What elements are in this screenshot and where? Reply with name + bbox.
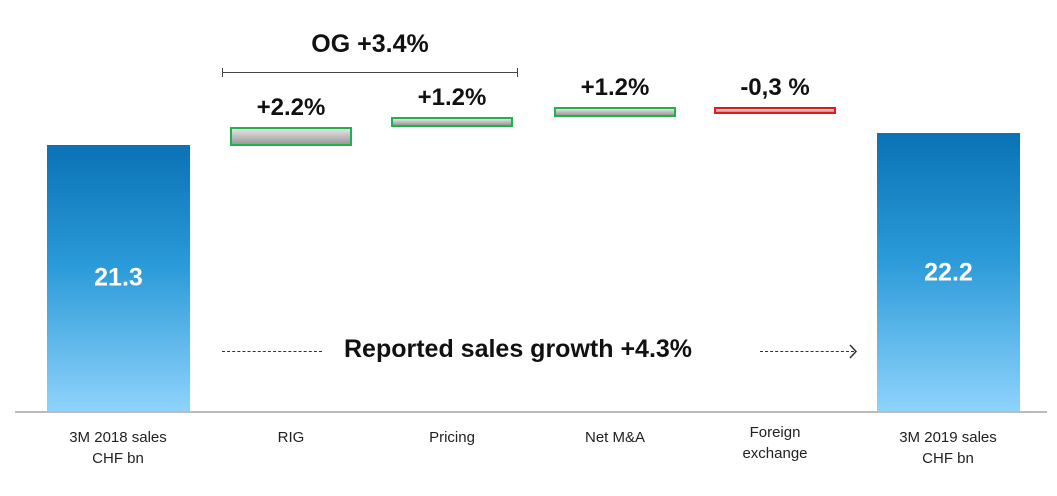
change-label: +1.2% <box>580 73 650 101</box>
category-label-line: Pricing <box>429 429 475 446</box>
total-value-label: 21.3 <box>94 263 143 292</box>
category-label: 3M 2018 sales CHF bn <box>38 427 198 469</box>
category-label: Pricing <box>372 427 532 448</box>
category-label-line: exchange <box>742 445 808 462</box>
total-value-label: 22.2 <box>924 258 973 287</box>
category-label-line: Net M&A <box>584 429 645 446</box>
total-bar-end: 22.2 <box>877 133 1020 412</box>
change-bar <box>230 127 352 146</box>
change-bar <box>554 106 676 117</box>
reported-growth-annotation: Reported sales growth +4.3% <box>222 333 862 369</box>
category-label-line: CHF bn <box>922 450 974 467</box>
category-label: 3M 2019 sales CHF bn <box>868 427 1028 469</box>
category-label-line: 3M 2019 sales <box>899 429 997 446</box>
change-label: -0,3 % <box>740 73 810 101</box>
total-bar-start: 21.3 <box>47 144 190 412</box>
change-bar <box>714 106 836 114</box>
og-annotation: OG +3.4% <box>311 30 429 58</box>
category-label-line: CHF bn <box>92 450 144 467</box>
category-label: Foreign exchange <box>695 422 855 464</box>
change-label: +2.2% <box>256 94 326 121</box>
category-label-line: Foreign <box>749 424 801 441</box>
category-label: Net M&A <box>535 427 695 448</box>
category-label: RIG <box>211 427 371 448</box>
change-label: +1.2% <box>417 83 487 111</box>
arrow-head-icon <box>849 344 858 359</box>
dashed-arrow-right <box>760 351 854 352</box>
dashed-line-left <box>222 351 322 352</box>
og-bracket <box>222 68 518 77</box>
reported-growth-text: Reported sales growth +4.3% <box>344 335 693 363</box>
category-label-line: 3M 2018 sales <box>69 429 167 446</box>
change-bar <box>391 116 513 127</box>
baseline <box>15 411 1047 413</box>
category-label-line: RIG <box>277 429 305 446</box>
